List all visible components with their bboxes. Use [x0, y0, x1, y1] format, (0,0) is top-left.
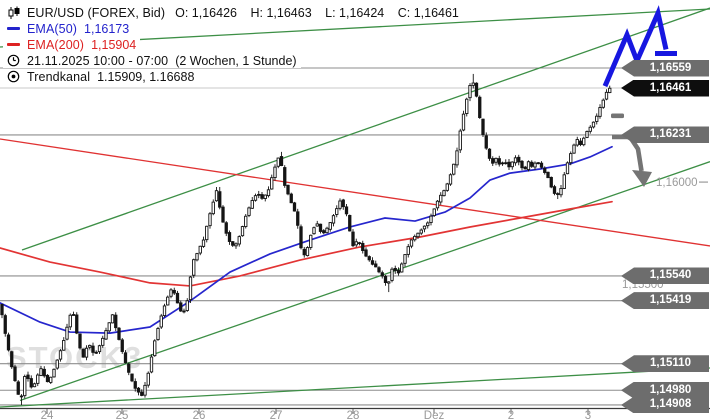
legend-symbol-row: EUR/USD (FOREX, Bid) O: 1,16426 H: 1,164…: [3, 5, 463, 20]
low-value: L: 1,16424: [325, 5, 385, 20]
high-value: H: 1,16463: [250, 5, 312, 20]
x-axis-label: 25: [115, 410, 129, 420]
x-axis-label: 26: [192, 410, 206, 420]
legend-ema200-row: EMA(200) 1,15904: [3, 37, 141, 52]
legend-period-row: 21.11.2025 10:00 - 07:00 (2 Wochen, 1 St…: [3, 53, 301, 68]
clock-icon: [6, 54, 21, 67]
ema50-line-icon: [6, 27, 21, 30]
candlestick-icon: [6, 6, 21, 20]
ema200-value: 1,15904: [91, 37, 137, 52]
ema200-label: EMA(200): [27, 37, 85, 52]
symbol-title: EUR/USD (FOREX, Bid): [27, 5, 166, 20]
x-axis-label: 2: [507, 410, 515, 420]
trendkanal-label: Trendkanal: [27, 69, 91, 84]
trendkanal-values: 1.15909, 1.16688: [97, 69, 195, 84]
circle-dot-icon: [6, 70, 21, 83]
ema50-label: EMA(50): [27, 21, 78, 36]
close-value: C: 1,16461: [397, 5, 459, 20]
ema50-value: 1,16173: [84, 21, 130, 36]
legend-ema50-row: EMA(50) 1,16173: [3, 21, 134, 36]
open-value: O: 1,16426: [175, 5, 237, 20]
period-detail: (2 Wochen, 1 Stunde): [175, 53, 297, 68]
x-axis-label: 27: [269, 410, 283, 420]
ema200-line-icon: [6, 43, 21, 46]
svg-text:1,16000: 1,16000: [656, 177, 698, 189]
ohlc-readout: O: 1,16426 H: 1,16463 L: 1,16424 C: 1,16…: [165, 6, 459, 20]
x-axis-label: Dez: [423, 410, 445, 420]
svg-text:STOCK3: STOCK3: [6, 340, 143, 375]
x-axis-label: 24: [40, 410, 54, 420]
period-text: 21.11.2025 10:00 - 07:00: [27, 53, 169, 68]
svg-text:1,15500: 1,15500: [622, 279, 664, 291]
legend-trendkanal-row: Trendkanal 1.15909, 1.16688: [3, 69, 199, 84]
chart-legend: EUR/USD (FOREX, Bid) O: 1,16426 H: 1,164…: [3, 5, 463, 85]
x-axis-label: 3: [584, 410, 592, 420]
x-axis-label: 28: [346, 410, 360, 420]
